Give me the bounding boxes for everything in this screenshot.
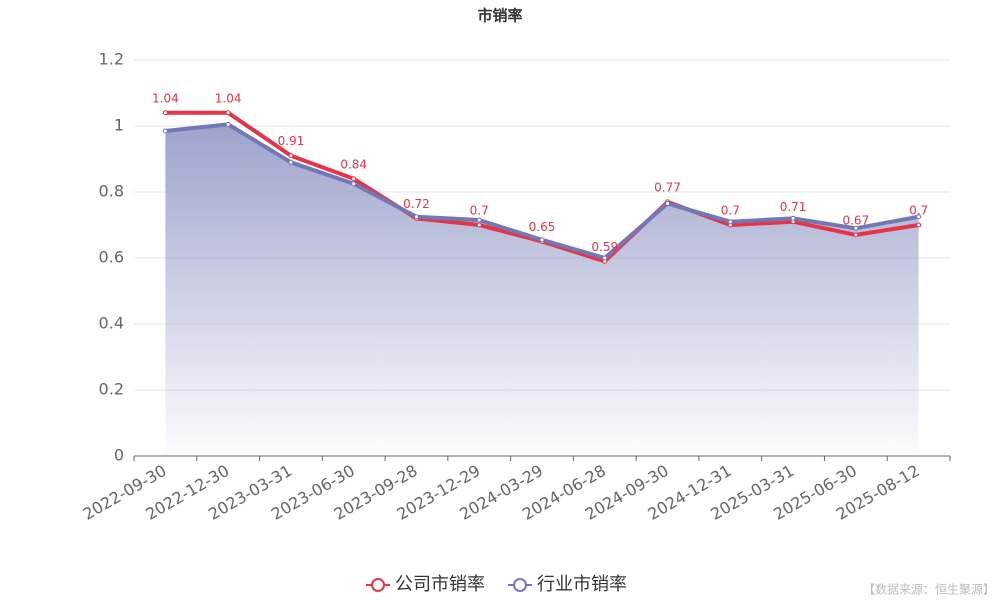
data-point (162, 110, 168, 116)
data-point (476, 217, 482, 223)
data-point (288, 153, 294, 159)
data-label: 0.7 (909, 204, 928, 218)
data-label: 0.84 (340, 157, 367, 171)
data-point (413, 214, 419, 220)
y-tick-label: 1.2 (99, 50, 124, 69)
chart-title: 市销率 (477, 7, 522, 25)
data-point (727, 219, 733, 225)
legend-label: 公司市销率 (395, 574, 485, 595)
data-point (162, 128, 168, 134)
data-point (790, 215, 796, 221)
data-point (539, 237, 545, 243)
data-label: 0.65 (529, 220, 556, 234)
source-note: 【数据来源：恒生聚源】 (863, 582, 995, 597)
legend-label: 行业市销率 (537, 574, 627, 595)
data-point (853, 232, 859, 238)
data-label: 0.67 (842, 213, 869, 227)
y-tick-label: 0.2 (99, 380, 124, 399)
data-label: 0.77 (654, 180, 681, 194)
data-label: 0.59 (591, 240, 618, 254)
data-point (602, 255, 608, 261)
data-label: 1.04 (215, 91, 242, 105)
data-point (916, 222, 922, 228)
data-label: 1.04 (152, 91, 179, 105)
data-label: 0.72 (403, 197, 430, 211)
legend-marker (371, 578, 385, 592)
data-label: 0.7 (721, 204, 740, 218)
data-label: 0.91 (278, 134, 305, 148)
data-point (916, 214, 922, 220)
y-tick-label: 1 (114, 116, 124, 135)
y-tick-label: 0 (114, 446, 124, 465)
data-point (351, 181, 357, 187)
area (165, 124, 919, 456)
data-label: 0.71 (780, 200, 807, 214)
data-label: 0.7 (470, 204, 489, 218)
data-point (476, 222, 482, 228)
y-tick-label: 0.8 (99, 182, 124, 201)
legend-marker (513, 578, 527, 592)
data-point (853, 225, 859, 231)
data-point (351, 176, 357, 182)
data-point (225, 121, 231, 127)
y-tick-label: 0.6 (99, 248, 124, 267)
y-tick-label: 0.4 (99, 314, 124, 333)
data-point (225, 110, 231, 116)
data-point (665, 201, 671, 207)
data-point (288, 159, 294, 165)
